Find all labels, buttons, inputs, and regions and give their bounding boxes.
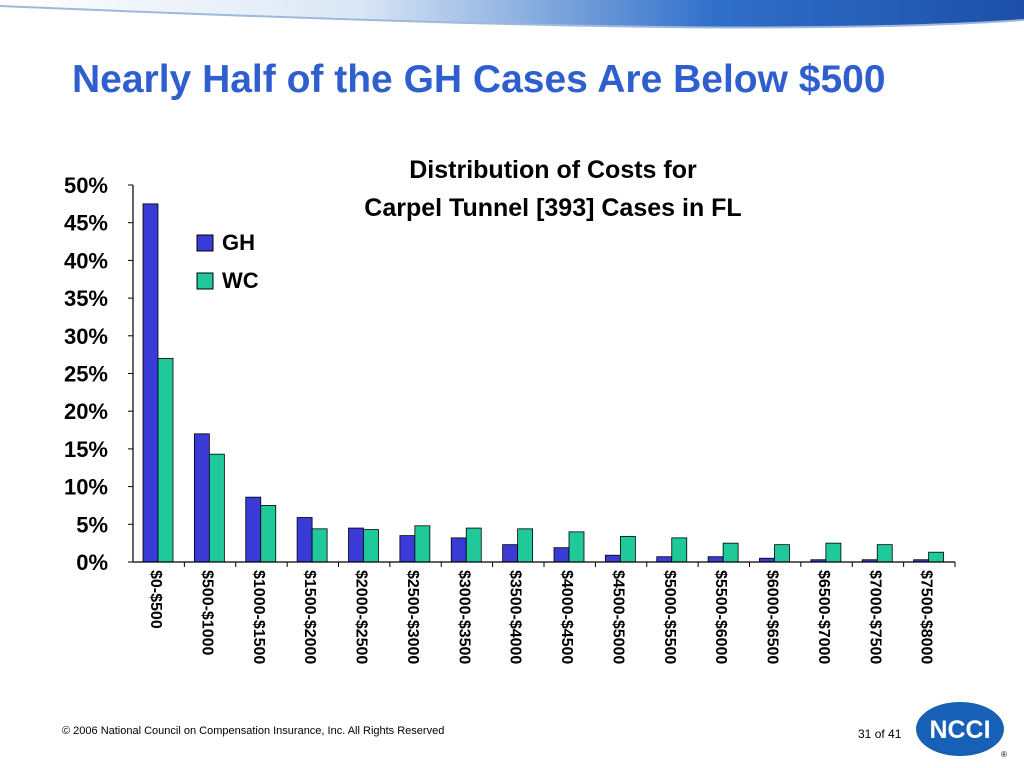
bar-gh-0 [142,203,159,563]
y-tick-label: 35% [64,286,108,311]
top-banner [0,0,1024,29]
chart-title-line: Distribution of Costs for [409,156,697,184]
x-category-label: $6000-$6500 [764,570,781,664]
bar-wc-8 [568,531,585,563]
y-tick-label: 40% [64,248,108,273]
y-tick-label: 10% [64,475,108,500]
bar-wc-5 [414,525,431,563]
x-category-label: $500-$1000 [198,570,215,656]
bar-wc-13 [825,542,842,563]
y-tick-label: 50% [64,173,108,198]
x-axis: $0-$500 $500-$1000 $1000-$1500 $1500-$2000 $… [133,561,956,664]
bar-gh-2 [245,496,262,563]
y-tick-label: 5% [76,512,108,537]
bar-gh-6 [450,537,467,563]
bar-gh-7 [502,544,519,563]
y-tick-label: 15% [64,437,108,462]
plot-area [142,203,945,563]
x-category-label: $5500-$6000 [712,570,729,664]
legend-label-wc: WC [222,268,259,293]
x-category-label: $2000-$2500 [353,570,370,664]
ncci-logo: NCCI ® [916,702,1007,759]
page-number: 31 [858,727,872,741]
bar-wc-0 [157,358,174,563]
x-category-label: $4500-$5000 [609,570,626,664]
legend-swatch-gh [196,234,214,252]
legend-label-gh: GH [222,230,255,255]
bar-wc-14 [876,544,893,563]
bar-gh-1 [193,433,210,563]
slide-title: Nearly Half of the GH Cases Are Below $5… [72,58,886,101]
x-category-label: $1500-$2000 [301,570,318,664]
bar-gh-10 [656,556,673,563]
bar-gh-8 [553,547,570,563]
bar-wc-4 [363,529,379,563]
y-tick-label: 45% [64,211,108,236]
legend: GH WC [196,230,259,293]
y-tick-label: 20% [64,399,108,424]
bar-wc-6 [465,527,482,563]
x-category-label: $1000-$1500 [250,570,267,664]
x-category-label: $3000-$3500 [455,570,472,664]
x-category-label: $2500-$3000 [404,570,421,664]
page-total: of 41 [874,727,902,741]
bar-gh-3 [296,517,313,563]
bar-wc-10 [671,537,688,563]
chart-title: Distribution of Costs for Carpel Tunnel [… [364,156,741,222]
x-category-label: $4000-$4500 [558,570,575,664]
bar-wc-9 [619,535,636,563]
y-tick-label: 0% [76,550,108,575]
legend-swatch-wc [196,272,214,290]
bar-wc-2 [260,505,277,563]
footer-copyright: © 2006 National Council on Compensation … [62,725,445,737]
bar-gh-11 [707,556,724,563]
logo-text: NCCI [929,716,990,744]
bar-wc-1 [208,453,225,563]
x-category-label: $5000-$5500 [661,570,678,664]
logo-registered-mark: ® [1001,750,1007,759]
bar-wc-3 [311,528,328,563]
bar-wc-11 [722,542,739,563]
x-category-label: $7000-$7500 [866,570,883,664]
y-axis: 0% 5% 10% 15% 20% 25% 30% 35% 40% 45% 50% [64,173,134,575]
x-category-label: $3500-$4000 [507,570,524,664]
chart-title-line: Carpel Tunnel [393] Cases in FL [364,194,741,222]
y-tick-label: 25% [64,362,108,387]
x-category-label: $7500-$8000 [918,570,935,664]
bar-gh-4 [348,527,364,563]
x-category-label: $0-$500 [147,570,164,629]
x-category-label: $6500-$7000 [815,570,832,664]
slide-number: 31 of 41 [858,727,901,741]
bar-wc-15 [928,551,945,563]
bar-gh-9 [604,554,621,563]
bar-wc-7 [517,528,534,563]
bar-gh-5 [399,535,416,563]
bar-wc-12 [774,544,790,563]
y-tick-label: 30% [64,324,108,349]
